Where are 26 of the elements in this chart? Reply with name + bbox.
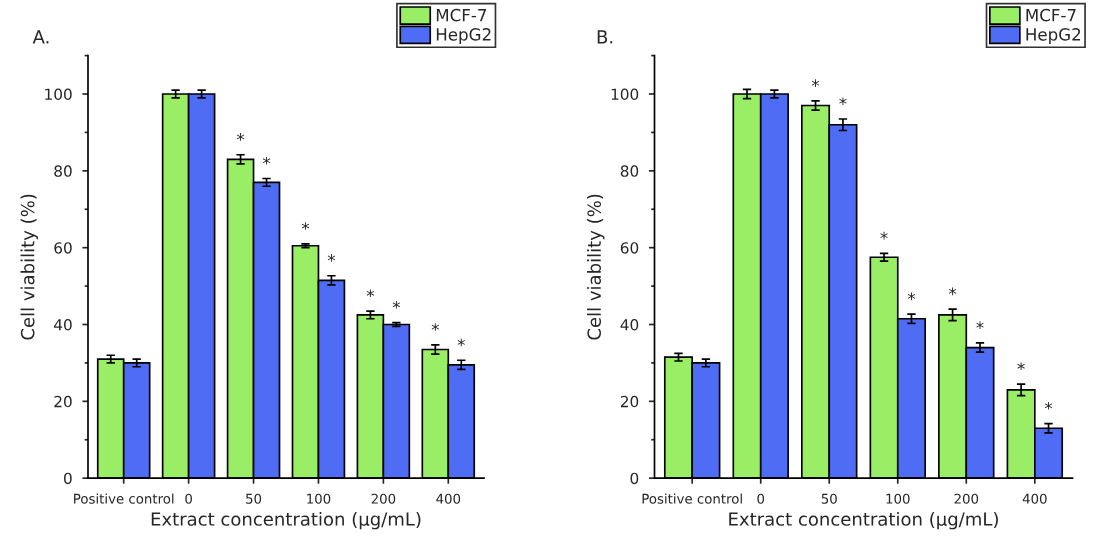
chart-title: B. <box>597 30 613 44</box>
data-label: * <box>907 292 916 301</box>
data-label: * <box>880 231 888 240</box>
data-label: * <box>431 323 439 331</box>
data-label: * <box>457 338 465 347</box>
x-axis-title: Extract concentration (μg/mL) <box>151 511 421 530</box>
data-label: * <box>301 222 310 230</box>
y-axis-title: Cell viability (%) <box>20 194 39 340</box>
chart-title: A. <box>32 30 49 44</box>
data-label: * <box>262 156 271 165</box>
data-label: * <box>811 79 820 87</box>
data-label: * <box>1017 362 1025 371</box>
data-label: * <box>236 133 245 141</box>
legend-label: MCF-7 <box>436 8 487 22</box>
legend-label: HepG2 <box>1026 28 1081 44</box>
data-label: * <box>948 287 957 296</box>
data-label: * <box>392 300 401 309</box>
data-label: * <box>366 289 375 298</box>
y-axis-title: Cell viability (%) <box>587 194 605 340</box>
legend-label: MCF-7 <box>1026 8 1076 22</box>
data-label: * <box>327 254 336 262</box>
legend-label: HepG2 <box>436 28 491 44</box>
data-label: * <box>976 321 984 329</box>
data-label: * <box>1044 402 1053 410</box>
x-axis-title: Extract concentration (μg/mL) <box>729 511 998 530</box>
data-label: * <box>839 97 847 105</box>
